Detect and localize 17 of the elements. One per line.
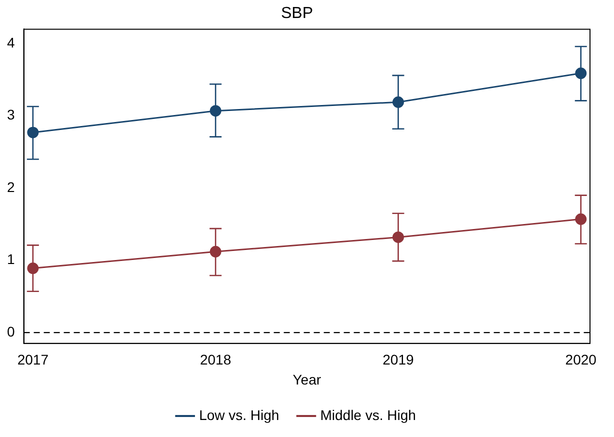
- y-tick-label: 0: [6, 323, 15, 340]
- legend-label: Middle vs. High: [320, 406, 416, 423]
- y-tick-label: 2: [6, 178, 15, 195]
- y-tick-label: 4: [6, 34, 15, 51]
- y-tick-label: 3: [6, 106, 15, 123]
- chart-title: SBP: [280, 5, 314, 22]
- x-tick-label: 2020: [565, 352, 597, 368]
- y-tick-label: 1: [6, 251, 15, 268]
- point: [27, 262, 39, 274]
- point: [210, 105, 222, 117]
- point: [210, 246, 222, 258]
- x-tick-label: 2018: [200, 352, 232, 368]
- legend-label: Low vs. High: [199, 406, 280, 423]
- x-tick-label: 2019: [382, 352, 414, 368]
- x-tick-label: 2017: [17, 352, 49, 368]
- point: [27, 126, 39, 138]
- x-axis-title: Year: [292, 371, 322, 388]
